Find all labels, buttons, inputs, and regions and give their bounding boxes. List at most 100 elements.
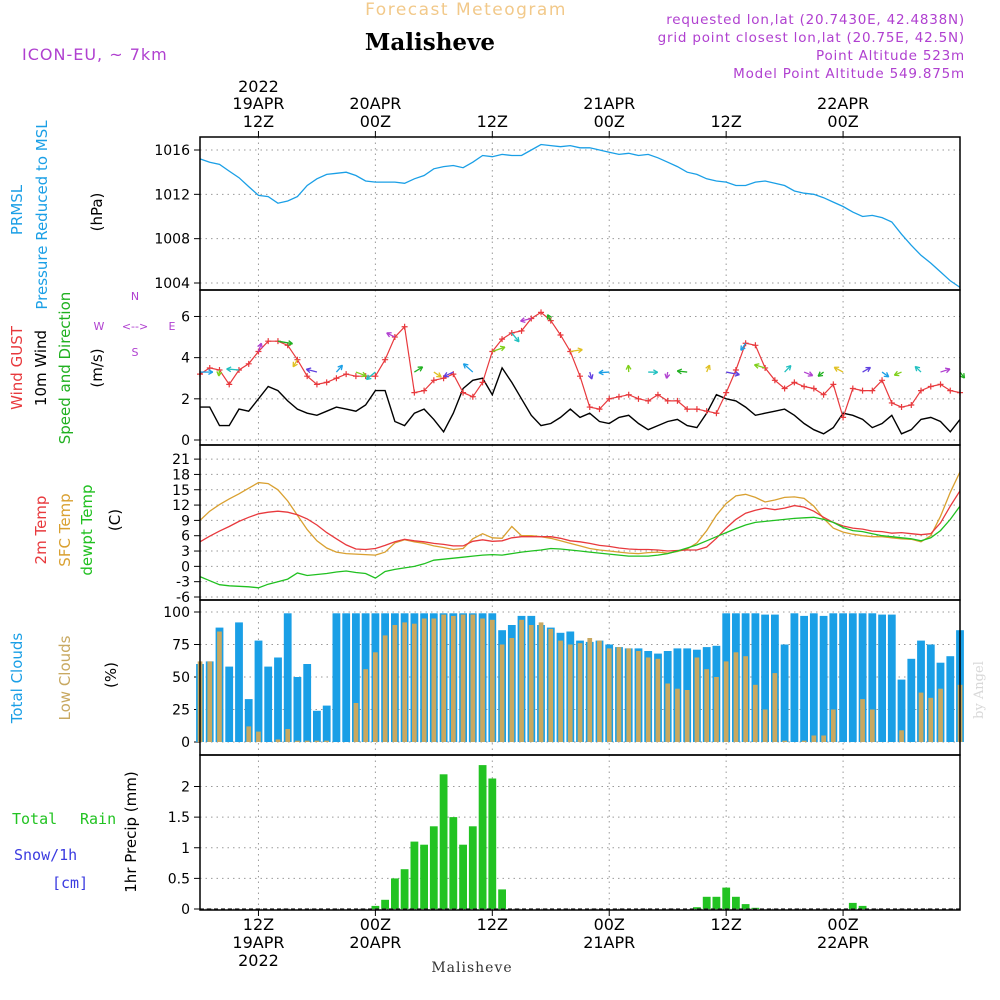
wind-direction-arrow	[940, 367, 951, 374]
rain-bar	[712, 896, 721, 910]
wind-10m-label: 10m Wind	[32, 330, 50, 406]
temp-sfc-label: SFC Temp	[56, 493, 74, 566]
gust-marker	[781, 385, 788, 392]
y-tick-label: -3	[176, 575, 190, 591]
gust-marker	[801, 383, 808, 390]
low-cloud-bar	[567, 644, 573, 742]
total-cloud-bar	[352, 613, 360, 742]
gridpoint-coords: grid point closest lon,lat (20.75E, 42.5…	[658, 30, 965, 46]
pressure-label-1: PRMSL	[8, 184, 26, 235]
low-cloud-bar	[733, 652, 739, 742]
y-tick-label: 6	[181, 529, 190, 545]
pressure-label-2: Pressure Reduced to MSL	[33, 120, 51, 310]
wind-direction-arrow	[226, 366, 240, 373]
precip-snow-unit: [cm]	[52, 874, 88, 892]
wind-gust-line	[199, 311, 961, 420]
total-cloud-bar	[946, 656, 955, 742]
compass-arrow: <-->	[122, 320, 148, 333]
low-cloud-bar	[558, 640, 563, 742]
low-cloud-bar	[509, 638, 515, 742]
watermark: by Angel	[972, 661, 987, 719]
gust-marker	[333, 375, 340, 382]
gust-marker	[323, 379, 330, 386]
bottom-hour-label: 00Z	[360, 915, 391, 934]
low-cloud-bar	[217, 631, 222, 742]
low-cloud-bar	[753, 684, 758, 742]
gust-marker	[703, 408, 710, 415]
top-hour-label: 12Z	[477, 112, 508, 131]
gust-marker	[508, 329, 515, 336]
gust-marker	[635, 395, 642, 402]
wind-direction-arrow	[355, 371, 367, 378]
gust-marker	[684, 406, 691, 413]
wind-unit-label: (m/s)	[88, 348, 106, 387]
y-tick-label: 2	[181, 392, 190, 408]
total-cloud-bar	[868, 613, 877, 742]
total-cloud-bar	[809, 613, 818, 742]
panel-frame-pressure	[199, 136, 961, 291]
precip-rain-label: Rain	[80, 810, 116, 828]
y-tick-label: 50	[172, 670, 190, 686]
pressure-line	[199, 143, 961, 288]
top-hour-label: 00Z	[360, 112, 391, 131]
wind-direction-arrow	[753, 363, 766, 369]
data-layer	[196, 143, 966, 910]
low-cloud-bar	[723, 661, 729, 742]
rain-bar	[702, 896, 711, 910]
low-cloud-bar	[645, 657, 651, 742]
low-cloud-bar	[421, 618, 427, 742]
low-cloud-bar	[704, 669, 709, 742]
low-cloud-bar	[499, 644, 505, 742]
y-tick-label: 1004	[154, 276, 190, 292]
bottom-date-label: 21APR	[583, 933, 635, 952]
wind-direction-arrow	[625, 364, 632, 373]
rain-bar	[858, 905, 867, 909]
temp-dew-label: dewpt Temp	[78, 484, 96, 575]
low-cloud-bar	[353, 703, 359, 742]
total-cloud-bar	[887, 614, 896, 742]
bottom-hour-label: 12Z	[477, 915, 508, 934]
gust-marker	[947, 387, 954, 394]
low-cloud-bar	[373, 652, 378, 742]
low-cloud-bar	[870, 709, 875, 742]
gust-marker	[713, 410, 720, 417]
gust-marker	[693, 406, 700, 413]
low-cloud-bar	[665, 683, 671, 742]
top-hour-label: 00Z	[594, 112, 625, 131]
low-cloud-bar	[821, 735, 826, 742]
wind-direction-arrow	[817, 371, 824, 377]
top-year-label: 2022	[238, 77, 279, 96]
gust-marker	[518, 327, 525, 334]
low-cloud-bar	[402, 622, 407, 742]
wind-direction-arrow	[335, 364, 344, 373]
gust-marker	[664, 397, 671, 404]
axes-layer: 10041008101210160246-6-30369121518210255…	[154, 131, 960, 918]
bottom-hour-label: 00Z	[594, 915, 625, 934]
total-cloud-bar	[897, 679, 906, 742]
chart-location-title: Malisheve	[365, 29, 495, 56]
low-cloud-bar	[772, 673, 778, 742]
top-date-label: 19APR	[232, 94, 284, 113]
wind-direction-arrow	[570, 347, 583, 354]
rain-bar	[429, 826, 438, 909]
temp-2m-line	[199, 490, 961, 552]
total-cloud-bar	[225, 666, 234, 742]
gust-marker	[723, 389, 730, 396]
gust-marker	[615, 393, 622, 400]
low-cloud-bar	[285, 729, 291, 742]
total-cloud-bar	[322, 705, 331, 742]
gust-marker	[245, 360, 252, 367]
wind-direction-arrow	[277, 340, 293, 346]
gust-marker	[255, 348, 262, 355]
top-date-label: 22APR	[817, 94, 869, 113]
compass-south: S	[132, 346, 139, 359]
gust-marker	[479, 379, 486, 386]
low-cloud-bar	[460, 614, 466, 742]
clouds-unit-label: (%)	[102, 662, 120, 688]
wind-direction-arrow	[292, 359, 298, 368]
sfc-temp-line	[199, 471, 961, 556]
low-cloud-bar	[431, 618, 437, 742]
wind-direction-arrow	[546, 314, 553, 321]
gust-marker	[859, 387, 866, 394]
panel-frame-wind	[199, 289, 961, 446]
